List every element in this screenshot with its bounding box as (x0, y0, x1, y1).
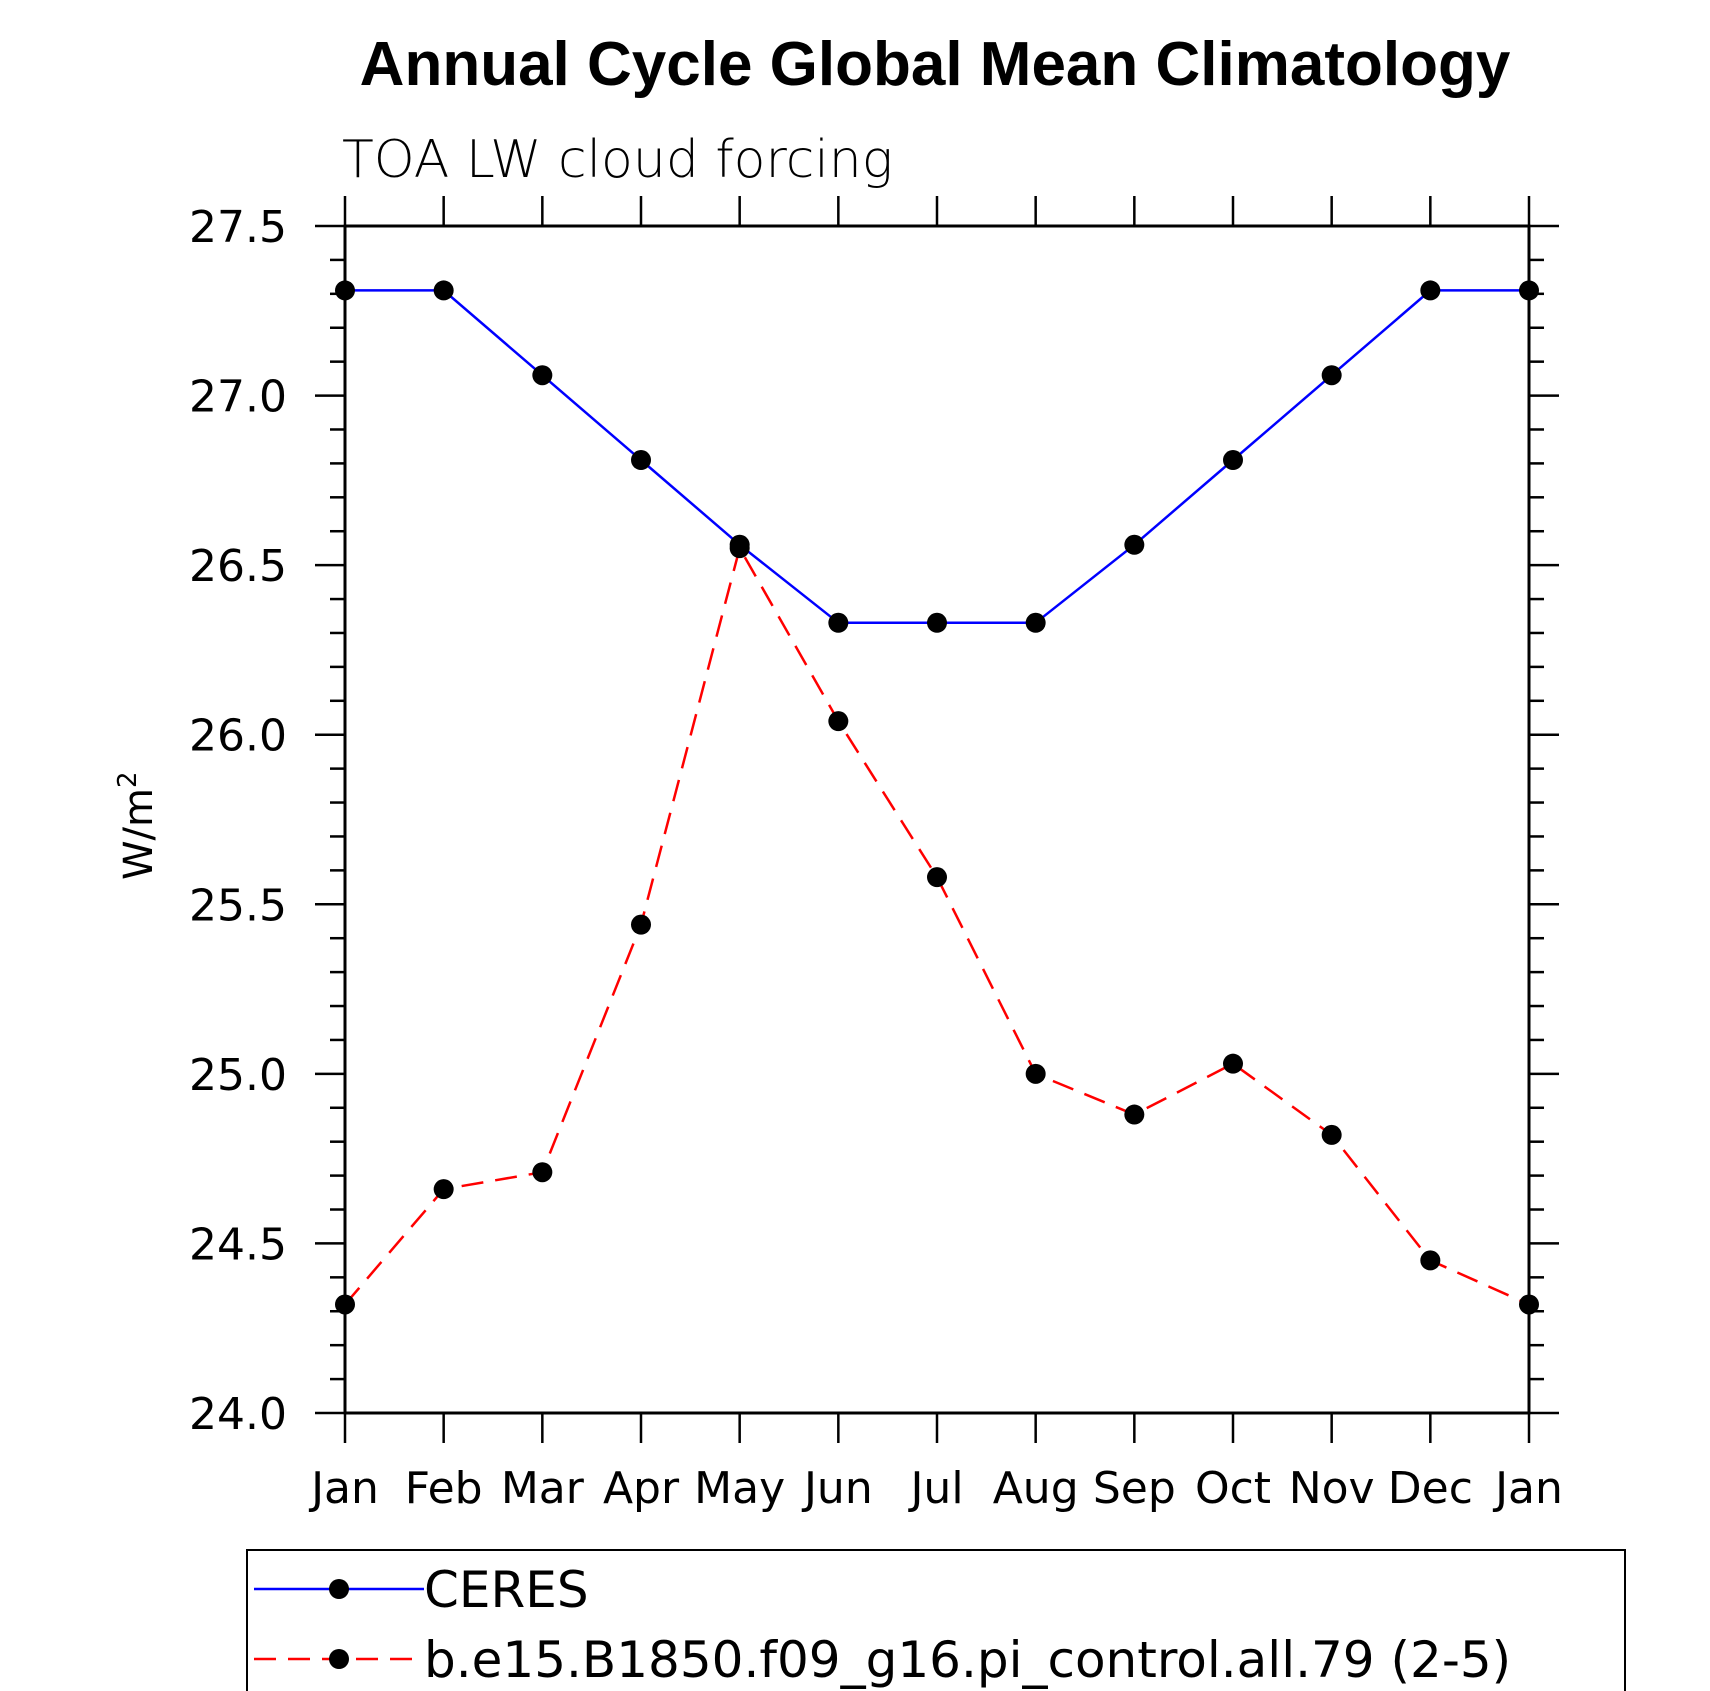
y-tick-label: 24.5 (189, 1219, 287, 1270)
data-point (1321, 1124, 1342, 1145)
data-point (1025, 612, 1046, 633)
x-tick-label: Oct (1195, 1463, 1271, 1514)
y-tick-label: 27.5 (189, 202, 287, 253)
legend: CERES b.e15.B1850.f09_g16.pi_control.all.… (246, 1549, 1626, 1691)
data-point (1223, 450, 1243, 471)
x-tick-label: Jul (907, 1463, 963, 1514)
y-tick-label: 26.5 (189, 541, 287, 592)
data-point (335, 280, 355, 301)
x-tick-label: May (694, 1463, 785, 1514)
y-tick-label: 25.5 (189, 880, 287, 931)
x-tick-label: Jan (308, 1463, 379, 1514)
x-tick-label: Jan (1492, 1463, 1563, 1514)
data-point (433, 280, 454, 301)
series-0 (335, 280, 1539, 633)
data-point (1124, 534, 1145, 555)
y-axis-label-text: W/m (116, 788, 162, 880)
data-point (828, 711, 849, 732)
series-layer (335, 280, 1539, 1315)
svg-text:W/m2: W/m2 (113, 771, 162, 880)
y-tick-label: 27.0 (189, 372, 287, 423)
x-tick-label: Mar (501, 1463, 585, 1514)
data-point (1124, 1104, 1145, 1125)
legend-marker (329, 1649, 349, 1669)
data-point (1420, 280, 1441, 301)
data-point (631, 914, 651, 935)
chart-subtitle: TOA LW cloud forcing (342, 130, 893, 190)
x-tick-label: Aug (993, 1463, 1079, 1514)
data-point (631, 450, 651, 471)
data-point (1519, 1294, 1539, 1315)
plot-frame (343, 224, 1531, 1415)
data-point (1321, 365, 1342, 386)
legend-entries: CERES b.e15.B1850.f09_g16.pi_control.all.… (254, 1561, 1511, 1689)
x-tick-label: Dec (1388, 1463, 1473, 1514)
series-line (345, 289, 1529, 625)
series-1 (335, 538, 1539, 1315)
data-point (1420, 1250, 1441, 1271)
y-tick-label: 25.0 (189, 1050, 287, 1101)
y-axis-label: W/m2 (113, 771, 162, 880)
data-point (532, 365, 553, 386)
data-point (532, 1162, 553, 1183)
x-tick-label: Jun (801, 1463, 873, 1514)
data-point (927, 612, 947, 633)
series-line (344, 544, 1530, 1306)
x-tick-labels: Jan Feb Mar Apr May Jun Jul Aug Sep Oct Nov Dec Jan (308, 1463, 1563, 1514)
data-point (1519, 280, 1539, 301)
axis-ticks (315, 196, 1559, 1443)
data-point (433, 1179, 454, 1200)
chart-title: Annual Cycle Global Mean Climatology (360, 30, 1511, 99)
legend-label: b.e15.B1850.f09_g16.pi_control.all.79 (2… (424, 1631, 1511, 1689)
data-point (927, 867, 947, 888)
y-tick-label: 26.0 (189, 711, 287, 762)
data-point (335, 1294, 355, 1315)
legend-label: CERES (424, 1561, 589, 1619)
x-tick-label: Feb (405, 1463, 483, 1514)
data-point (1025, 1063, 1046, 1084)
data-point (729, 538, 750, 559)
legend-entry: CERES (254, 1561, 589, 1619)
y-axis-label-superscript: 2 (113, 771, 143, 788)
x-tick-label: Sep (1093, 1463, 1176, 1514)
legend-box (246, 1549, 1626, 1691)
y-tick-label: 24.0 (189, 1389, 287, 1440)
legend-marker (329, 1579, 349, 1599)
x-tick-label: Nov (1289, 1463, 1375, 1514)
data-point (828, 612, 849, 633)
legend-entry: b.e15.B1850.f09_g16.pi_control.all.79 (2… (254, 1631, 1511, 1689)
data-point (1223, 1053, 1243, 1074)
x-tick-label: Apr (603, 1463, 680, 1514)
y-tick-labels: 24.0 24.5 25.0 25.5 26.0 26.5 27.0 27.5 (189, 202, 287, 1440)
